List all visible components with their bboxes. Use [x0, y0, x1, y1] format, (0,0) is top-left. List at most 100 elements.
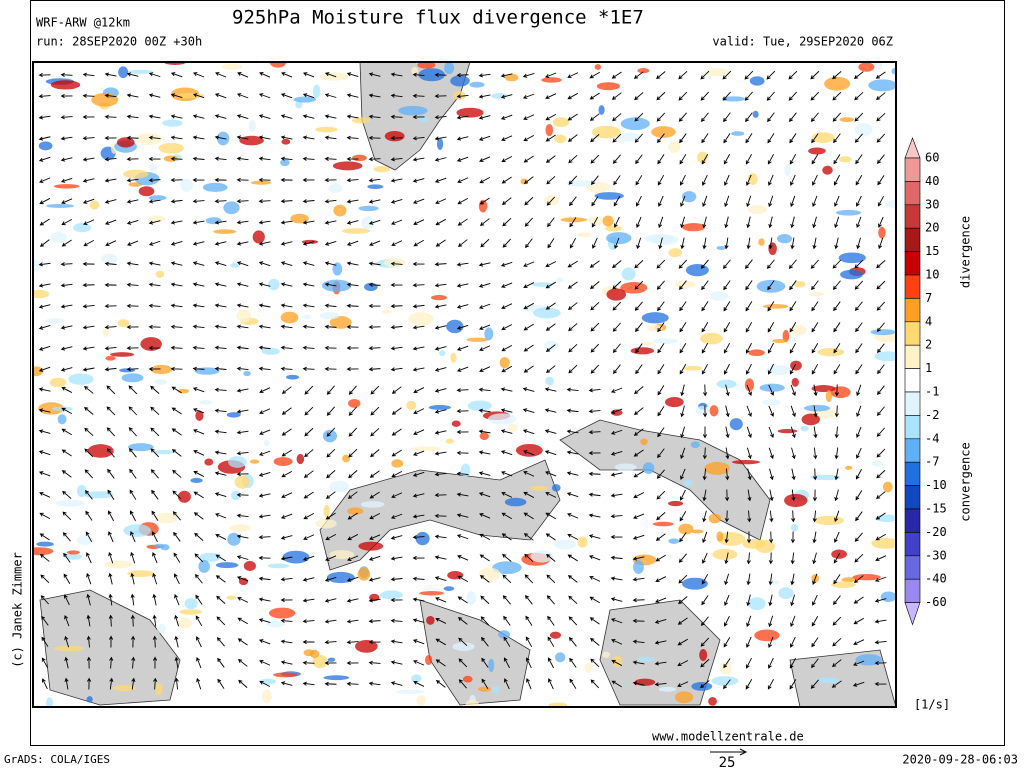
wind-arrow: [745, 301, 753, 312]
wind-arrow: [324, 640, 337, 645]
wind-arrow: [368, 367, 381, 372]
wind-arrow: [700, 259, 709, 269]
wind-arrow: [634, 259, 644, 269]
wind-arrow: [434, 472, 447, 477]
wind-arrow: [656, 259, 666, 269]
wind-arrow: [324, 576, 337, 582]
wind-arrow: [478, 282, 491, 288]
field-patch: [584, 662, 593, 673]
wind-arrow: [280, 220, 293, 225]
wind-arrow: [456, 429, 469, 435]
wind-arrow: [791, 468, 796, 481]
wind-arrow: [632, 534, 645, 540]
wind-arrow: [346, 345, 359, 351]
colorbar-box: [904, 461, 921, 486]
wind-arrow: [390, 136, 403, 141]
colorbar-box: [904, 204, 921, 229]
field-patch: [243, 560, 256, 572]
wind-arrow: [523, 302, 535, 310]
wind-arrow: [811, 322, 819, 333]
wind-arrow: [834, 195, 840, 207]
wind-arrow: [370, 406, 380, 416]
wind-arrow: [523, 512, 534, 520]
wind-arrow: [324, 199, 337, 204]
wind-arrow: [258, 177, 271, 182]
wind-arrow: [746, 594, 751, 607]
wind-arrow: [724, 174, 730, 186]
wind-arrow: [170, 282, 183, 287]
wind-arrow: [456, 73, 469, 78]
wind-arrow: [302, 261, 315, 266]
wind-arrow: [324, 93, 337, 98]
wind-arrow: [855, 343, 863, 354]
wind-arrow: [523, 134, 535, 142]
wind-arrow: [237, 596, 249, 603]
field-patch: [787, 336, 796, 342]
field-patch: [155, 270, 165, 278]
wind-arrow: [725, 384, 730, 397]
wind-arrow: [657, 406, 665, 417]
wind-arrow: [456, 345, 469, 351]
wind-arrow: [60, 136, 73, 141]
wind-arrow: [791, 510, 796, 523]
wind-arrow: [236, 261, 249, 267]
wind-arrow: [370, 385, 380, 395]
wind-arrow: [636, 237, 642, 250]
wind-arrow: [500, 408, 513, 413]
wind-arrow: [677, 638, 688, 646]
field-patch: [817, 347, 845, 357]
wind-arrow: [548, 678, 554, 690]
wind-arrow: [108, 551, 114, 564]
wind-arrow: [812, 552, 817, 565]
field-patch: [620, 117, 650, 131]
field-patch: [601, 651, 611, 658]
wind-arrow: [769, 510, 774, 523]
field-patch: [683, 365, 703, 371]
wind-arrow: [280, 114, 293, 119]
field-patch: [333, 204, 347, 217]
wind-arrow: [702, 468, 707, 481]
field-patch: [530, 485, 548, 491]
wind-arrow: [724, 573, 730, 586]
wind-arrow: [129, 510, 136, 522]
wind-arrow: [390, 660, 403, 665]
wind-arrow: [126, 93, 139, 98]
field-patch: [554, 134, 567, 144]
wind-arrow: [324, 114, 337, 119]
wind-arrow: [192, 241, 205, 246]
wind-arrow: [214, 324, 227, 329]
wind-arrow: [677, 617, 688, 625]
wind-arrow: [192, 387, 205, 393]
wind-arrow: [832, 71, 842, 80]
wind-arrow: [523, 365, 534, 373]
wind-arrow: [236, 241, 249, 246]
wind-arrow: [390, 304, 403, 309]
wind-arrow: [654, 640, 667, 645]
field-patch: [154, 543, 165, 549]
wind-arrow: [152, 656, 158, 669]
field-patch: [450, 352, 457, 363]
field-patch: [484, 327, 494, 341]
wind-arrow: [790, 531, 796, 544]
colorbar-label: -40: [925, 572, 947, 586]
field-patch: [261, 347, 280, 355]
wind-arrow: [172, 490, 182, 500]
wind-arrow: [833, 301, 841, 312]
wind-arrow: [523, 471, 535, 477]
wind-arrow: [63, 594, 70, 606]
field-patch: [367, 184, 384, 190]
wind-arrow: [326, 470, 336, 479]
wind-arrow: [259, 387, 271, 394]
wind-arrow: [767, 678, 774, 690]
wind-arrow: [60, 262, 73, 267]
wind-arrow: [702, 237, 707, 250]
field-patch: [875, 514, 896, 523]
wind-arrow: [194, 553, 204, 563]
field-patch: [651, 126, 676, 138]
wind-arrow: [768, 405, 774, 417]
field-patch: [606, 288, 627, 301]
wind-arrow: [791, 447, 796, 460]
wind-arrow: [41, 636, 49, 647]
wind-arrow: [104, 199, 117, 204]
field-patch: [560, 217, 588, 223]
